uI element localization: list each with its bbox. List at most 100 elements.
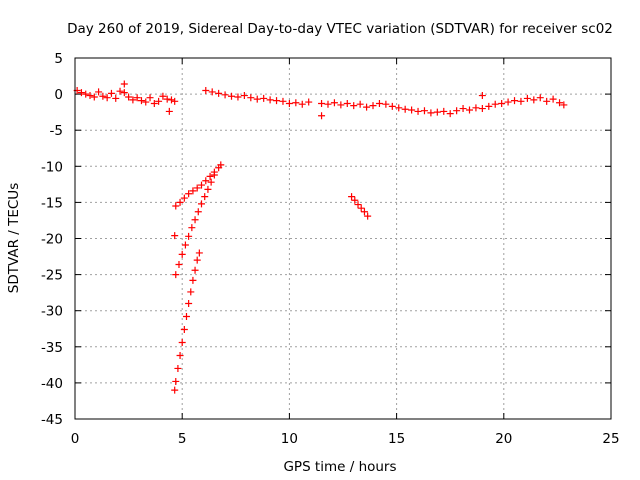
data-point [273, 97, 281, 105]
data-point [330, 99, 338, 107]
data-point [536, 94, 544, 102]
data-point [382, 100, 390, 108]
series-band-0-4.7h [73, 86, 179, 107]
data-point [215, 89, 223, 97]
data-point [478, 92, 486, 100]
data-point [197, 181, 205, 189]
data-point [125, 93, 133, 101]
data-point [77, 89, 85, 97]
data-point [99, 92, 107, 100]
data-point [351, 196, 359, 204]
data-point [298, 100, 306, 108]
data-point [82, 90, 90, 98]
data-point [208, 88, 216, 96]
data-point [176, 351, 184, 359]
data-point [202, 86, 210, 94]
series-band-6-22.8h [202, 86, 568, 118]
data-point [193, 256, 201, 264]
data-point [171, 97, 179, 105]
data-point [221, 91, 229, 99]
data-point [478, 105, 486, 113]
data-point [86, 92, 94, 100]
data-point [556, 99, 564, 107]
data-point [172, 271, 180, 279]
data-point [197, 200, 205, 208]
data-point [343, 99, 351, 107]
data-point [357, 204, 365, 212]
data-point [240, 92, 248, 100]
data-point [171, 386, 179, 394]
data-point [318, 99, 326, 107]
data-point [253, 95, 261, 103]
data-point [116, 87, 124, 95]
data-point [364, 212, 372, 220]
data-point [517, 97, 525, 105]
data-point [446, 110, 454, 118]
data-point [137, 97, 145, 105]
data-point [185, 299, 193, 307]
data-point [530, 96, 538, 104]
data-point [210, 171, 218, 179]
x-tick-label: 10 [281, 431, 298, 447]
x-axis-label: GPS time / hours [283, 459, 396, 475]
data-point [176, 198, 184, 206]
data-point [420, 107, 428, 115]
data-point [511, 97, 519, 105]
data-point [189, 187, 197, 195]
data-point [180, 325, 188, 333]
y-tick-label: -30 [41, 304, 63, 320]
data-point [504, 98, 512, 106]
data-point [318, 112, 326, 120]
x-tick-label: 5 [178, 431, 187, 447]
data-points [73, 80, 568, 394]
data-point [324, 100, 332, 108]
data-point [165, 107, 173, 115]
series-outliers [120, 80, 486, 394]
data-point [459, 105, 467, 113]
data-point [369, 102, 377, 110]
data-point [247, 94, 255, 102]
data-point [202, 177, 210, 185]
data-point [175, 260, 183, 268]
data-point [182, 312, 190, 320]
data-point [354, 201, 362, 209]
data-point [228, 92, 236, 100]
data-point [549, 95, 557, 103]
data-point [433, 108, 441, 116]
data-point [350, 102, 358, 110]
x-tick-label: 15 [388, 431, 405, 447]
data-point [543, 97, 551, 105]
y-tick-label: -45 [41, 412, 63, 428]
data-point [337, 101, 345, 109]
data-point [142, 98, 150, 106]
data-point [191, 216, 199, 224]
data-point [395, 104, 403, 112]
data-point [193, 184, 201, 192]
x-tick-label: 20 [495, 431, 512, 447]
data-point [348, 193, 356, 201]
data-point [491, 100, 499, 108]
data-point [188, 224, 196, 232]
series-arc-lower [172, 249, 203, 385]
data-point [159, 92, 167, 100]
data-point [472, 104, 480, 112]
data-point [90, 93, 98, 101]
data-point [181, 241, 189, 249]
data-point [112, 94, 120, 102]
data-point [523, 94, 531, 102]
plot-frame [74, 57, 612, 420]
data-point [485, 102, 493, 110]
data-point [360, 208, 368, 216]
data-point [453, 107, 461, 115]
data-point [388, 102, 396, 110]
data-point [201, 193, 209, 201]
data-point [120, 89, 128, 97]
data-point [266, 96, 274, 104]
data-point [414, 107, 422, 115]
data-point [401, 105, 409, 113]
data-point [375, 99, 383, 107]
data-point [234, 93, 242, 101]
data-point [217, 161, 225, 169]
data-point [356, 100, 364, 108]
